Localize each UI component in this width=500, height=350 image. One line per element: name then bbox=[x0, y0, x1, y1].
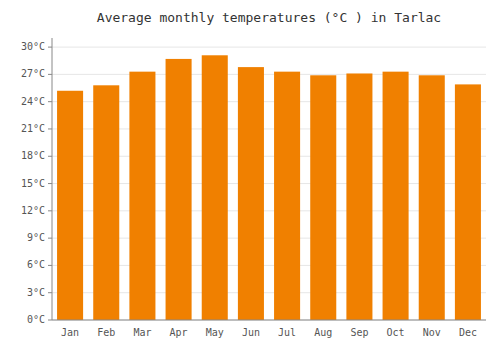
bar bbox=[57, 91, 83, 320]
chart: 0°C 3°C 6°C 9°C 12°C 15°C 18°C 21°C 24°C 27°C 30°C… bbox=[0, 0, 500, 350]
chart-container: 0°C 3°C 6°C 9°C 12°C 15°C 18°C 21°C 24°C 27°C 30°C… bbox=[0, 0, 500, 350]
y-tick bbox=[48, 47, 52, 48]
y-tick-label: 30°C bbox=[21, 41, 45, 52]
grid-line bbox=[52, 320, 486, 321]
bar bbox=[455, 84, 481, 320]
bar bbox=[274, 72, 300, 320]
y-tick-label: 18°C bbox=[21, 150, 45, 161]
y-grid bbox=[52, 47, 486, 320]
y-tick-label: 6°C bbox=[27, 259, 45, 270]
x-tick-label: Mar bbox=[133, 327, 151, 338]
x-tick-label: Jul bbox=[278, 327, 296, 338]
x-tick-label: Nov bbox=[423, 327, 441, 338]
x-tick-label: May bbox=[206, 327, 224, 338]
bar bbox=[166, 59, 192, 320]
y-tick bbox=[48, 265, 52, 266]
x-tick-label: Apr bbox=[170, 327, 188, 338]
y-tick-label: 15°C bbox=[21, 178, 45, 189]
y-tick bbox=[48, 156, 52, 157]
y-tick-labels: 0°C 3°C 6°C 9°C 12°C 15°C 18°C 21°C 24°C 27°C 30°C bbox=[21, 41, 52, 325]
x-tick-label: Jun bbox=[242, 327, 260, 338]
y-tick bbox=[48, 292, 52, 293]
y-axis-line bbox=[52, 38, 53, 320]
x-tick-label: Sep bbox=[350, 327, 368, 338]
bar bbox=[419, 75, 445, 320]
bar bbox=[238, 67, 264, 320]
y-tick bbox=[48, 128, 52, 129]
y-tick-label: 27°C bbox=[21, 68, 45, 79]
grid-line bbox=[52, 47, 486, 48]
bar bbox=[383, 72, 409, 320]
x-tick-label: Dec bbox=[459, 327, 477, 338]
y-tick bbox=[48, 101, 52, 102]
y-tick-label: 21°C bbox=[21, 123, 45, 134]
x-tick-label: Jan bbox=[61, 327, 79, 338]
bar bbox=[129, 72, 155, 320]
y-tick-label: 12°C bbox=[21, 205, 45, 216]
x-tick-label: Oct bbox=[387, 327, 405, 338]
bar bbox=[310, 75, 336, 320]
x-tick-labels: Jan Feb Mar Apr May Jun Jul Aug Sep Oct Nov Dec bbox=[61, 327, 477, 338]
bar bbox=[346, 73, 372, 320]
grid-line bbox=[52, 74, 486, 75]
x-tick-label: Feb bbox=[97, 327, 115, 338]
y-tick bbox=[48, 210, 52, 211]
y-tick bbox=[48, 320, 52, 321]
y-tick-label: 3°C bbox=[27, 287, 45, 298]
y-tick bbox=[48, 183, 52, 184]
bar bbox=[93, 85, 119, 320]
title: Average monthly temperatures (°C ) in Ta… bbox=[97, 10, 441, 25]
y-tick bbox=[48, 238, 52, 239]
bars bbox=[57, 55, 481, 320]
y-tick bbox=[48, 74, 52, 75]
x-tick-label: Aug bbox=[314, 327, 332, 338]
y-tick-label: 24°C bbox=[21, 96, 45, 107]
y-tick-label: 9°C bbox=[27, 232, 45, 243]
x-axis-line bbox=[52, 320, 486, 321]
bar bbox=[202, 55, 228, 320]
y-tick-label: 0°C bbox=[27, 314, 45, 325]
